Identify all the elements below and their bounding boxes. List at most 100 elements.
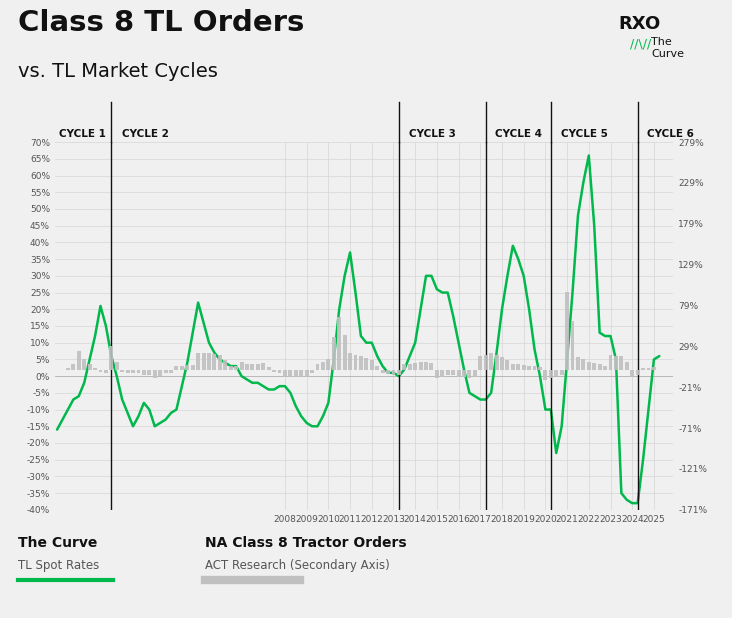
Text: The Curve: The Curve [18,536,97,550]
Bar [218,355,222,370]
Bar [337,317,341,370]
Text: CYCLE 6: CYCLE 6 [647,129,694,139]
Bar [652,367,656,370]
Bar [608,355,613,370]
Bar [126,370,130,373]
Bar [365,358,368,370]
Bar [310,370,314,373]
Bar [538,367,542,370]
Bar [272,370,276,372]
Bar [332,337,336,370]
Bar [109,347,113,370]
Bar [430,363,433,370]
Bar [457,370,460,376]
Bar [619,356,624,370]
Bar [641,368,645,370]
Bar [266,367,271,370]
Bar [533,366,537,370]
Text: vs. TL Market Cycles: vs. TL Market Cycles [18,62,218,81]
Text: RXO: RXO [619,15,661,33]
Bar [174,366,179,370]
Bar [321,362,325,370]
Bar [570,321,575,370]
Bar [554,370,559,376]
Bar [403,365,406,370]
Bar [283,370,287,378]
Bar [419,362,422,370]
Text: CYCLE 3: CYCLE 3 [408,129,455,139]
Bar [196,353,200,370]
Bar [565,292,569,370]
Bar [473,370,477,378]
Bar [326,360,330,370]
Text: CYCLE 4: CYCLE 4 [496,129,542,139]
Bar [93,368,97,370]
Bar [441,370,444,376]
Bar [646,368,651,370]
Bar [88,365,92,370]
Bar [169,370,173,373]
Bar [315,365,319,370]
Bar [625,362,629,370]
Bar [614,356,618,370]
Bar [299,370,303,378]
Bar [131,370,135,373]
Bar [99,370,102,372]
Bar [223,360,227,370]
Bar [354,355,357,370]
Bar [376,366,379,370]
Bar [142,370,146,375]
Bar [180,366,184,370]
Bar [522,365,526,370]
Bar [462,370,466,378]
Bar [592,363,596,370]
Bar [392,370,395,375]
Bar [408,363,411,370]
Text: TL Spot Rates: TL Spot Rates [18,559,100,572]
Bar [288,370,292,378]
Bar [598,365,602,370]
Bar [185,365,190,370]
Bar [506,360,509,370]
Bar [294,370,298,378]
Bar [435,370,438,378]
Bar [66,368,70,370]
Bar [500,357,504,370]
Bar [115,362,119,370]
Bar [549,370,553,378]
Bar [446,370,449,375]
Bar [136,370,141,373]
Bar [72,363,75,370]
Bar [77,351,81,370]
Bar [543,370,548,380]
Bar [397,370,401,375]
Bar [516,365,520,370]
Bar [489,353,493,370]
Bar [250,365,254,370]
Text: CYCLE 1: CYCLE 1 [59,129,106,139]
Bar [212,353,217,370]
Bar [381,370,384,373]
Bar [386,370,390,375]
Text: NA Class 8 Tractor Orders: NA Class 8 Tractor Orders [205,536,406,550]
Bar [370,360,374,370]
Bar [424,362,428,370]
Bar [153,370,157,378]
Bar [245,363,249,370]
Text: CYCLE 5: CYCLE 5 [561,129,608,139]
Bar [359,356,363,370]
Bar [239,362,244,370]
Bar [343,335,346,370]
Text: The
Curve: The Curve [651,37,684,59]
Text: Class 8 TL Orders: Class 8 TL Orders [18,9,305,37]
Bar [277,370,282,373]
Bar [201,353,206,370]
Bar [576,357,580,370]
Bar [348,353,352,370]
Bar [234,366,238,370]
Bar [495,355,498,370]
Bar [147,370,152,375]
Bar [207,353,211,370]
Bar [414,363,417,370]
Bar [158,370,162,376]
